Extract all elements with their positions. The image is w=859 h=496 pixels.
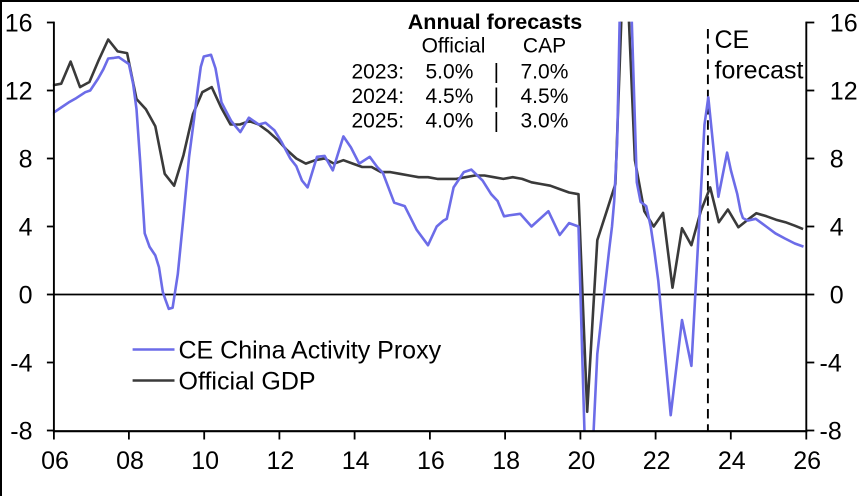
svg-text:CAP: CAP	[523, 35, 566, 58]
svg-text:Official: Official	[422, 35, 486, 58]
svg-text:7.0%: 7.0%	[521, 61, 569, 84]
svg-text:-4: -4	[10, 349, 32, 377]
svg-text:16: 16	[417, 447, 445, 475]
svg-text:2025:: 2025:	[352, 110, 405, 133]
svg-text:12: 12	[5, 77, 33, 105]
svg-text:Annual forecasts: Annual forecasts	[408, 10, 582, 34]
svg-text:CE China Activity Proxy: CE China Activity Proxy	[179, 337, 442, 365]
svg-text:-8: -8	[820, 417, 842, 445]
svg-text:18: 18	[492, 447, 520, 475]
svg-text:forecast: forecast	[715, 57, 804, 85]
svg-text:|: |	[494, 110, 499, 133]
svg-text:-4: -4	[820, 349, 842, 377]
svg-text:5.0%: 5.0%	[426, 61, 474, 84]
svg-text:14: 14	[342, 447, 370, 475]
svg-text:Official GDP: Official GDP	[179, 368, 316, 396]
svg-text:CE: CE	[715, 26, 750, 54]
svg-text:|: |	[494, 61, 499, 84]
svg-text:-8: -8	[10, 417, 32, 445]
svg-text:4.5%: 4.5%	[426, 85, 474, 108]
svg-text:2024:: 2024:	[352, 85, 405, 108]
svg-text:4: 4	[830, 213, 844, 241]
svg-text:4.0%: 4.0%	[426, 110, 474, 133]
svg-text:24: 24	[718, 447, 746, 475]
svg-text:22: 22	[643, 447, 671, 475]
svg-text:10: 10	[191, 447, 219, 475]
svg-text:16: 16	[5, 9, 33, 37]
svg-text:06: 06	[41, 447, 69, 475]
svg-text:26: 26	[793, 447, 821, 475]
svg-text:4: 4	[19, 213, 33, 241]
svg-text:8: 8	[19, 145, 33, 173]
svg-text:12: 12	[830, 77, 858, 105]
svg-text:20: 20	[567, 447, 595, 475]
svg-text:3.0%: 3.0%	[521, 110, 569, 133]
svg-text:|: |	[494, 85, 499, 108]
svg-text:12: 12	[266, 447, 294, 475]
svg-text:08: 08	[116, 447, 144, 475]
svg-text:2023:: 2023:	[352, 61, 405, 84]
svg-text:16: 16	[830, 9, 858, 37]
svg-text:4.5%: 4.5%	[521, 85, 569, 108]
svg-text:8: 8	[830, 145, 844, 173]
svg-text:0: 0	[19, 281, 33, 309]
svg-text:0: 0	[830, 281, 844, 309]
